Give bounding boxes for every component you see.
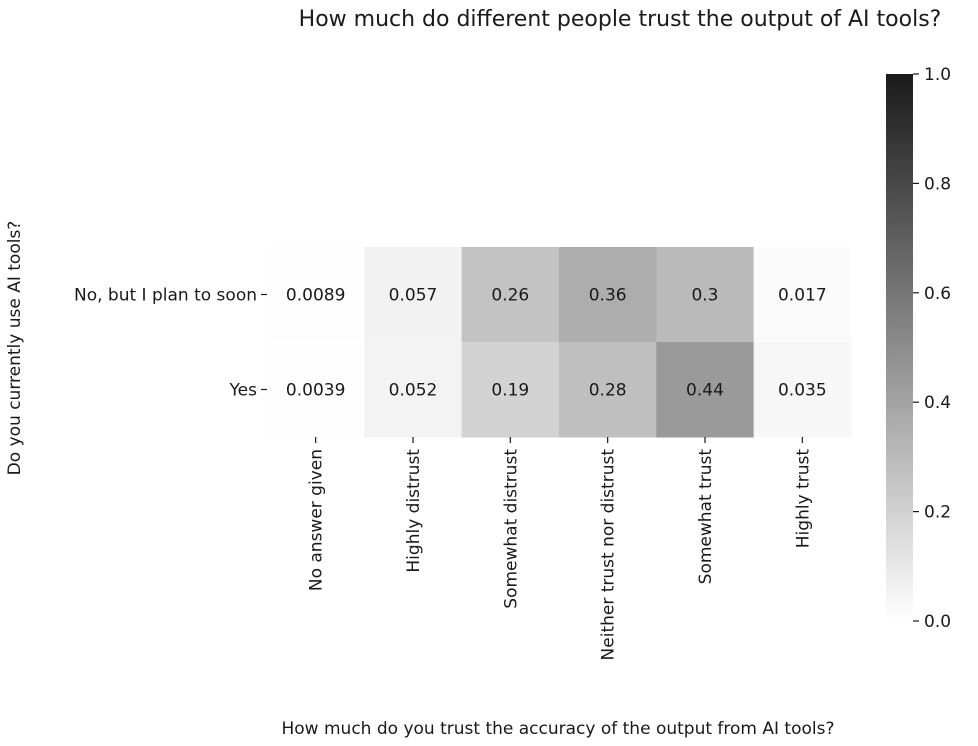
heatmap-cell xyxy=(364,247,463,343)
x-axis: No answer given Highly distrust Somewhat d… xyxy=(307,437,813,661)
cell-value-label: 0.28 xyxy=(589,381,627,401)
heatmap-cell xyxy=(656,247,755,343)
y-axis-label: Do you currently use AI tools? xyxy=(5,221,25,476)
colorbar-tick-label: 0.4 xyxy=(924,393,951,413)
cell-value-label: 0.36 xyxy=(589,286,627,306)
heatmap-cell xyxy=(753,247,852,343)
cell-value-label: 0.19 xyxy=(491,381,529,401)
cell-value-label: 0.035 xyxy=(778,381,827,401)
cell-value-label: 0.017 xyxy=(778,286,827,306)
heatmap-cell xyxy=(753,342,852,438)
x-tick-label-neither-trust-nor-distrust: Neither trust nor distrust xyxy=(599,449,619,661)
chart-title: How much do different people trust the o… xyxy=(299,7,942,32)
y-axis: No, but I plan to soon Yes xyxy=(74,286,267,401)
cell-value-label: 0.26 xyxy=(491,286,529,306)
cell-value-label: 0.0039 xyxy=(286,381,345,401)
heatmap-cell xyxy=(558,247,657,343)
heatmap-cell xyxy=(656,342,755,438)
x-tick-label-somewhat-trust: Somewhat trust xyxy=(696,449,716,585)
colorbar-tick-label: 0.6 xyxy=(924,284,951,304)
cell-value-label: 0.057 xyxy=(389,286,438,306)
x-tick-label-somewhat-distrust: Somewhat distrust xyxy=(501,449,521,609)
colorbar-gradient xyxy=(886,74,913,621)
x-axis-label: How much do you trust the accuracy of th… xyxy=(282,719,835,739)
heatmap-cells xyxy=(267,247,852,438)
x-tick-label-no-answer-given: No answer given xyxy=(307,449,327,591)
heatmap-cell-labels: 0.0089 0.057 0.26 0.36 0.3 0.017 0.0039 0.052 0.… xyxy=(286,286,827,401)
heatmap-cell xyxy=(364,342,463,438)
heatmap-cell xyxy=(267,342,365,438)
colorbar-tick-label: 0.0 xyxy=(924,612,951,632)
cell-value-label: 0.0089 xyxy=(286,286,345,306)
x-tick-label-highly-distrust: Highly distrust xyxy=(404,449,424,573)
colorbar: 0.0 0.2 0.4 0.6 0.8 1.0 xyxy=(886,65,951,632)
y-tick-label-no-but-i-plan-to-soon: No, but I plan to soon xyxy=(74,286,257,306)
colorbar-tick-label: 0.8 xyxy=(924,174,951,194)
cell-value-label: 0.3 xyxy=(691,286,718,306)
y-tick-label-yes: Yes xyxy=(229,381,258,401)
colorbar-tick-label: 1.0 xyxy=(924,65,951,85)
colorbar-tick-label: 0.2 xyxy=(924,503,951,523)
heatmap-cell xyxy=(461,342,560,438)
cell-value-label: 0.44 xyxy=(686,381,724,401)
cell-value-label: 0.052 xyxy=(389,381,438,401)
heatmap-cell xyxy=(558,342,657,438)
heatmap-cell xyxy=(461,247,560,343)
heatmap-cell xyxy=(267,247,365,343)
x-tick-label-highly-trust: Highly trust xyxy=(793,449,813,549)
